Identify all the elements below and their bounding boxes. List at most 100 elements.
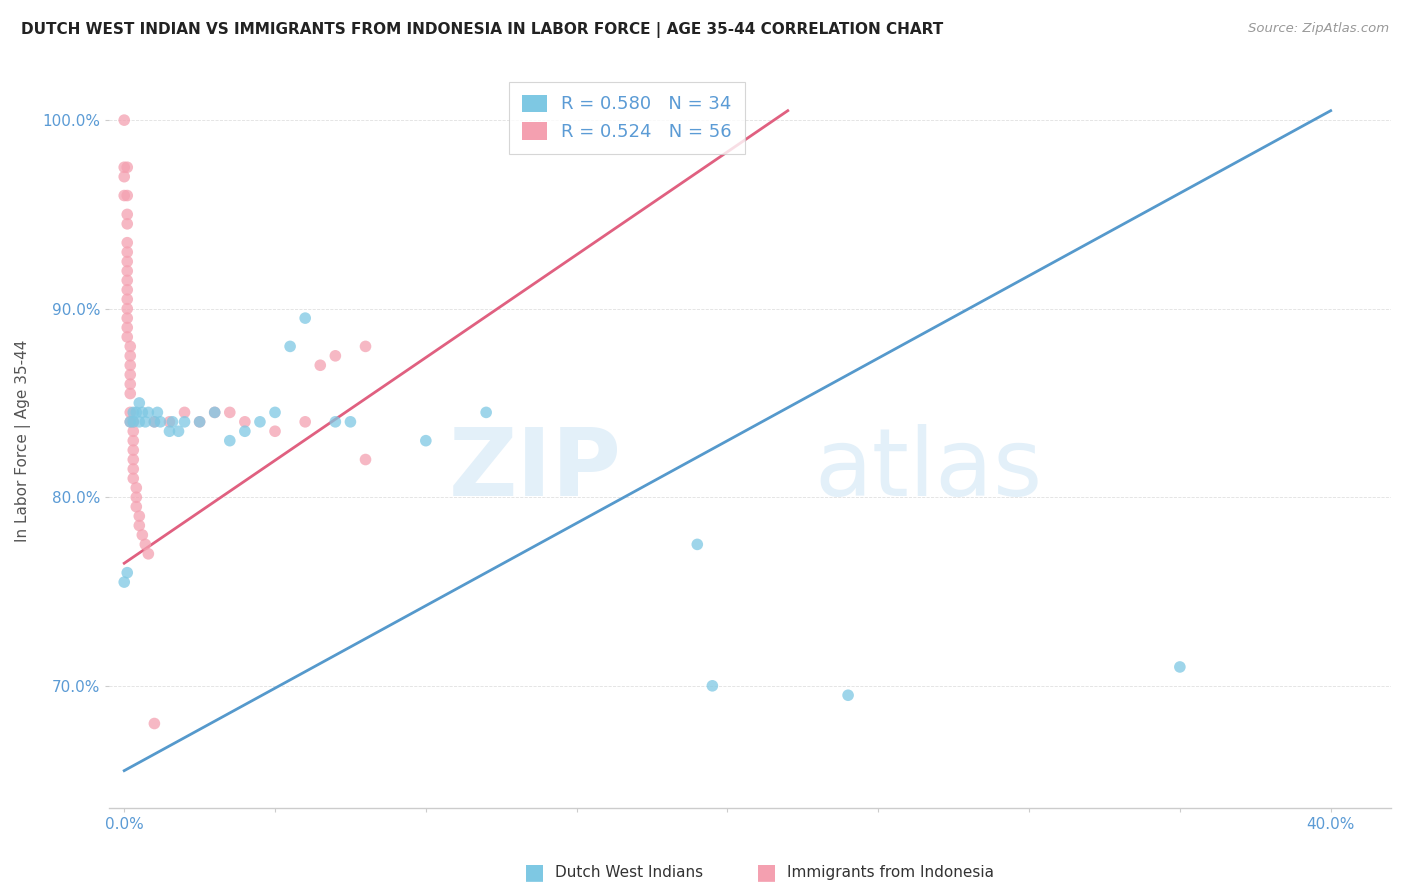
Point — [278, 339, 301, 353]
Point — [125, 500, 148, 514]
Point — [159, 424, 181, 438]
Point — [294, 415, 316, 429]
Point — [120, 405, 142, 419]
Point — [115, 320, 138, 334]
Point — [134, 415, 156, 429]
Point — [128, 396, 150, 410]
Point — [112, 169, 135, 184]
Point — [167, 424, 190, 438]
Text: Source: ZipAtlas.com: Source: ZipAtlas.com — [1249, 22, 1389, 36]
Point — [702, 679, 724, 693]
Text: atlas: atlas — [814, 424, 1042, 516]
Point — [125, 490, 148, 504]
Point — [294, 311, 316, 326]
Point — [125, 405, 148, 419]
Point — [115, 207, 138, 221]
Text: Immigrants from Indonesia: Immigrants from Indonesia — [787, 865, 994, 880]
Point — [122, 415, 145, 429]
Point — [115, 330, 138, 344]
Point — [120, 415, 142, 429]
Point — [218, 405, 240, 419]
Point — [173, 405, 195, 419]
Point — [233, 415, 256, 429]
Point — [120, 386, 142, 401]
Y-axis label: In Labor Force | Age 35-44: In Labor Force | Age 35-44 — [15, 340, 31, 541]
Point — [264, 405, 287, 419]
Legend: R = 0.580   N = 34, R = 0.524   N = 56: R = 0.580 N = 34, R = 0.524 N = 56 — [509, 82, 745, 154]
Point — [339, 415, 361, 429]
Point — [115, 311, 138, 326]
Point — [475, 405, 498, 419]
Point — [309, 358, 332, 372]
Point — [128, 415, 150, 429]
Point — [112, 113, 135, 128]
Point — [325, 349, 347, 363]
Point — [162, 415, 184, 429]
Point — [115, 217, 138, 231]
Point — [120, 339, 142, 353]
Point — [122, 415, 145, 429]
Point — [138, 547, 160, 561]
Point — [204, 405, 226, 419]
Point — [128, 509, 150, 524]
Point — [143, 415, 166, 429]
Point — [354, 452, 377, 467]
Point — [115, 235, 138, 250]
Point — [131, 405, 153, 419]
Point — [122, 452, 145, 467]
Text: ■: ■ — [756, 863, 776, 882]
Point — [188, 415, 211, 429]
Point — [131, 528, 153, 542]
Point — [146, 405, 169, 419]
Point — [115, 273, 138, 287]
Point — [325, 415, 347, 429]
Point — [112, 575, 135, 590]
Point — [120, 368, 142, 382]
Point — [112, 188, 135, 202]
Text: Dutch West Indians: Dutch West Indians — [555, 865, 703, 880]
Point — [138, 405, 160, 419]
Point — [115, 264, 138, 278]
Point — [264, 424, 287, 438]
Point — [115, 566, 138, 580]
Point — [115, 283, 138, 297]
Point — [143, 415, 166, 429]
Point — [115, 254, 138, 268]
Point — [233, 424, 256, 438]
Point — [218, 434, 240, 448]
Point — [115, 245, 138, 260]
Point — [204, 405, 226, 419]
Point — [122, 434, 145, 448]
Point — [686, 537, 709, 551]
Point — [128, 518, 150, 533]
Point — [120, 377, 142, 392]
Point — [837, 688, 859, 702]
Point — [122, 443, 145, 458]
Point — [249, 415, 271, 429]
Point — [143, 716, 166, 731]
Point — [115, 188, 138, 202]
Point — [188, 415, 211, 429]
Point — [112, 161, 135, 175]
Point — [1168, 660, 1191, 674]
Point — [415, 434, 437, 448]
Point — [120, 349, 142, 363]
Point — [115, 301, 138, 316]
Text: ■: ■ — [524, 863, 544, 882]
Point — [115, 292, 138, 306]
Point — [122, 424, 145, 438]
Point — [354, 339, 377, 353]
Point — [120, 415, 142, 429]
Point — [122, 405, 145, 419]
Point — [115, 161, 138, 175]
Point — [149, 415, 172, 429]
Point — [122, 471, 145, 485]
Point — [125, 481, 148, 495]
Text: DUTCH WEST INDIAN VS IMMIGRANTS FROM INDONESIA IN LABOR FORCE | AGE 35-44 CORREL: DUTCH WEST INDIAN VS IMMIGRANTS FROM IND… — [21, 22, 943, 38]
Point — [134, 537, 156, 551]
Point — [120, 358, 142, 372]
Point — [173, 415, 195, 429]
Text: ZIP: ZIP — [449, 424, 621, 516]
Point — [122, 462, 145, 476]
Point — [159, 415, 181, 429]
